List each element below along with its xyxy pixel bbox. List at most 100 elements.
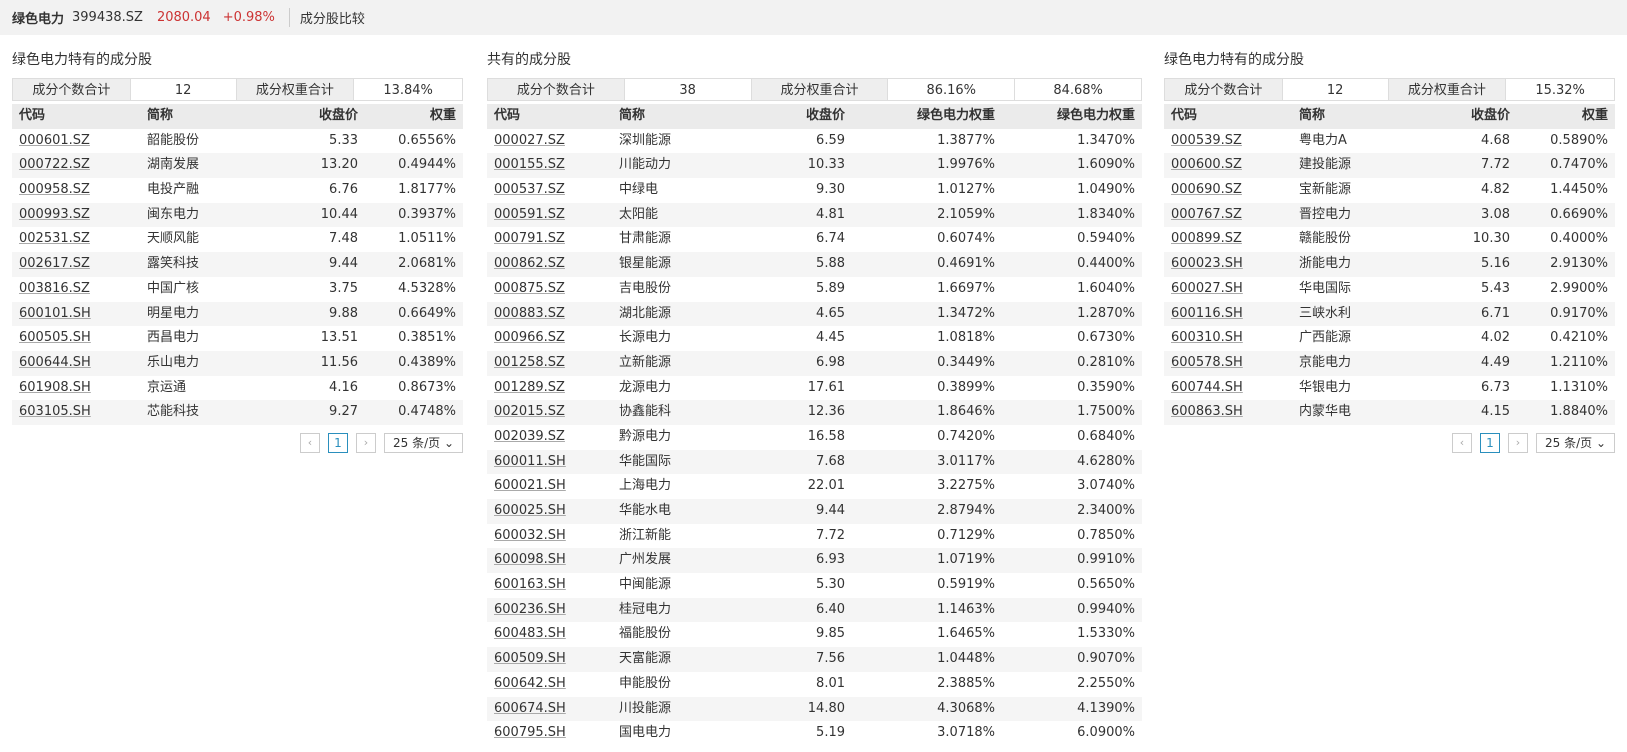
next-page[interactable]: ›: [1507, 432, 1528, 453]
table-row: 000862.SZ 银星能源 5.88 0.4691% 0.4400%: [487, 252, 1142, 277]
column-header: 收盘价: [1470, 108, 1510, 123]
stock-code-link[interactable]: 600021.SH: [494, 478, 566, 494]
cell-text: 0.4000%: [1550, 231, 1608, 247]
stock-code-link[interactable]: 600027.SH: [1171, 280, 1243, 296]
stock-code-link[interactable]: 600644.SH: [19, 354, 91, 370]
cell: 5.43: [1422, 277, 1517, 302]
stock-code-link[interactable]: 600025.SH: [494, 503, 566, 518]
stock-code-link[interactable]: 000791.SZ: [494, 231, 565, 247]
stock-code-link[interactable]: 001258.SZ: [494, 354, 565, 370]
stock-code-link[interactable]: 000600.SZ: [1171, 157, 1242, 173]
stock-code-link[interactable]: 000690.SZ: [1171, 182, 1242, 198]
cell: 2.3400%: [1002, 499, 1142, 524]
cell: 4.65: [742, 302, 852, 327]
stock-code-link[interactable]: 600116.SH: [1171, 305, 1243, 321]
stock-code-link[interactable]: 600509.SH: [494, 651, 566, 667]
stock-code-link[interactable]: 000993.SZ: [19, 206, 90, 222]
cell: 600098.SH: [487, 548, 612, 573]
cell-text: 1.1310%: [1550, 379, 1608, 395]
cell: 0.6840%: [1002, 425, 1142, 450]
stock-code-link[interactable]: 000767.SZ: [1171, 206, 1242, 222]
stock-code-link[interactable]: 000155.SZ: [494, 157, 565, 173]
stock-code-link[interactable]: 600483.SH: [494, 626, 566, 642]
page-size-select[interactable]: 25 条/页 ⌄: [1535, 432, 1615, 453]
stock-code-link[interactable]: 000875.SZ: [494, 280, 565, 296]
stock-code-link[interactable]: 600236.SH: [494, 601, 566, 617]
stock-code-link[interactable]: 003816.SZ: [19, 280, 90, 296]
cell: 600023.SH: [1164, 252, 1292, 277]
stock-code-link[interactable]: 600674.SH: [494, 700, 566, 716]
cell-text: 13.51: [320, 330, 358, 346]
stock-code-link[interactable]: 002039.SZ: [494, 428, 565, 444]
cell: 吉电股份: [612, 277, 742, 302]
cell: 0.3937%: [365, 203, 463, 228]
prev-page[interactable]: ‹: [1451, 432, 1472, 453]
cell: 1.7500%: [1002, 400, 1142, 425]
cell: 1.3472%: [852, 302, 1002, 327]
stock-code-link[interactable]: 000722.SZ: [19, 157, 90, 173]
stock-code-link[interactable]: 600310.SH: [1171, 330, 1243, 346]
cell: 600674.SH: [487, 697, 612, 722]
cell-text: 4.1390%: [1077, 700, 1135, 716]
stock-code-link[interactable]: 000601.SZ: [19, 132, 90, 148]
cell-text: 0.5940%: [1077, 231, 1135, 247]
page-number[interactable]: 1: [327, 432, 348, 453]
cell-text: 0.4691%: [937, 256, 995, 272]
stock-code-link[interactable]: 000537.SZ: [494, 182, 565, 198]
cell: 000690.SZ: [1164, 178, 1292, 203]
cell-text: 0.8673%: [398, 379, 456, 395]
stock-code-link[interactable]: 600032.SH: [494, 527, 566, 543]
cell-text: 京运通: [147, 379, 187, 395]
cell-text: 京能电力: [1299, 354, 1352, 370]
stock-code-link[interactable]: 603105.SH: [19, 404, 91, 420]
cell-text: 4.16: [329, 379, 358, 395]
stock-code-link[interactable]: 601908.SH: [19, 379, 91, 395]
cell: 9.30: [742, 178, 852, 203]
cell-text: 7.68: [816, 453, 845, 469]
stock-code-link[interactable]: 600578.SH: [1171, 354, 1243, 370]
next-page[interactable]: ›: [355, 432, 376, 453]
cell: 3.0740%: [1002, 474, 1142, 499]
cell: 川能动力: [612, 153, 742, 178]
stock-code-link[interactable]: 600505.SH: [19, 330, 91, 346]
cell: 13.51: [270, 326, 365, 351]
stock-code-link[interactable]: 600863.SH: [1171, 404, 1243, 420]
cell: 000993.SZ: [12, 203, 140, 228]
stock-code-link[interactable]: 002531.SZ: [19, 231, 90, 247]
stock-code-link[interactable]: 002617.SZ: [19, 256, 90, 272]
page-number[interactable]: 1: [1479, 432, 1500, 453]
stock-code-link[interactable]: 600023.SH: [1171, 256, 1243, 272]
stock-code-link[interactable]: 600163.SH: [494, 577, 566, 593]
summary-row: 成分个数合计 38 成分权重合计 86.16% 84.68%: [487, 78, 1142, 101]
stock-code-link[interactable]: 000899.SZ: [1171, 231, 1242, 247]
table-row: 600642.SH 申能股份 8.01 2.3885% 2.2550%: [487, 672, 1142, 697]
page-size-select[interactable]: 25 条/页 ⌄: [383, 432, 463, 453]
cell-text: 1.8646%: [937, 404, 995, 420]
tab[interactable]: 成分股比较: [288, 8, 365, 27]
prev-page[interactable]: ‹: [299, 432, 320, 453]
cell-text: 4.5328%: [398, 280, 456, 296]
stock-code-link[interactable]: 600101.SH: [19, 305, 91, 321]
stock-code-link[interactable]: 001289.SZ: [494, 379, 565, 395]
stock-code-link[interactable]: 000027.SZ: [494, 132, 565, 148]
stock-code-link[interactable]: 002015.SZ: [494, 404, 565, 420]
cell: 0.4000%: [1517, 227, 1615, 252]
table-row: 000591.SZ 太阳能 4.81 2.1059% 1.8340%: [487, 202, 1142, 228]
summary-cell: 13.84%: [383, 83, 433, 98]
stock-code-link[interactable]: 000862.SZ: [494, 256, 565, 272]
stock-code-link[interactable]: 600098.SH: [494, 552, 566, 568]
stock-code-link[interactable]: 000883.SZ: [494, 305, 565, 321]
stock-code-link[interactable]: 600642.SH: [494, 675, 566, 691]
stock-code-link[interactable]: 600011.SH: [494, 453, 566, 469]
cell: 11.56: [270, 351, 365, 376]
stock-code-link[interactable]: 000591.SZ: [494, 206, 565, 222]
stock-code-link[interactable]: 600744.SH: [1171, 379, 1243, 395]
cell: 6.93: [742, 548, 852, 573]
stock-code-link[interactable]: 600795.SH: [494, 725, 566, 741]
cell-text: 2.3885%: [937, 675, 995, 691]
stock-code-link[interactable]: 000966.SZ: [494, 330, 565, 346]
stock-code-link[interactable]: 000958.SZ: [19, 182, 90, 198]
column-header: 简称: [147, 108, 174, 123]
stock-code-link[interactable]: 000539.SZ: [1171, 132, 1242, 148]
